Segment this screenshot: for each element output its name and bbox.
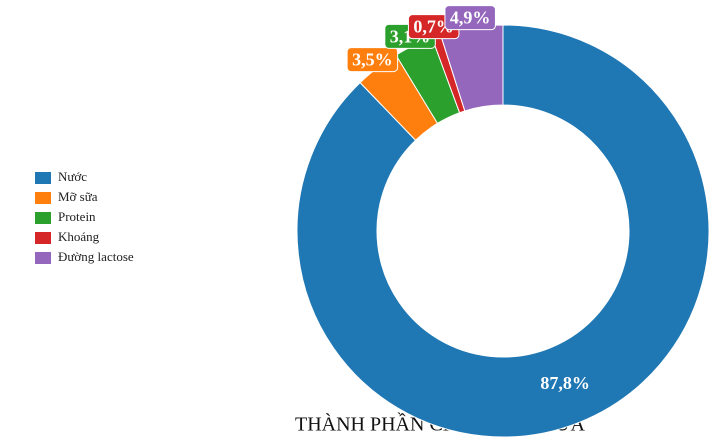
- value-label: 4,9%: [444, 5, 496, 31]
- legend-swatch: [35, 212, 51, 224]
- value-label-box: [346, 47, 399, 73]
- legend-label: Đường lactose: [58, 249, 134, 264]
- legend-swatch: [35, 192, 51, 204]
- value-label-text: 0,7%: [413, 17, 454, 37]
- legend-label: Khoáng: [58, 229, 100, 244]
- value-label-text: 87,8%: [540, 373, 590, 393]
- legend-label: Mỡ sữa: [58, 189, 98, 204]
- value-label: 87,8%: [540, 373, 590, 393]
- value-label-box: [444, 5, 496, 31]
- legend-swatch: [35, 172, 51, 184]
- donut-slice: [296, 24, 710, 438]
- legend-swatch: [35, 232, 51, 244]
- legend-swatch: [35, 252, 51, 264]
- value-label: 0,7%: [407, 14, 460, 40]
- value-label-text: 3,5%: [352, 50, 393, 70]
- legend-label: Nước: [58, 169, 87, 184]
- value-label: 3,5%: [346, 47, 399, 73]
- legend-label: Protein: [58, 209, 96, 224]
- value-label-text: 4,9%: [450, 8, 491, 28]
